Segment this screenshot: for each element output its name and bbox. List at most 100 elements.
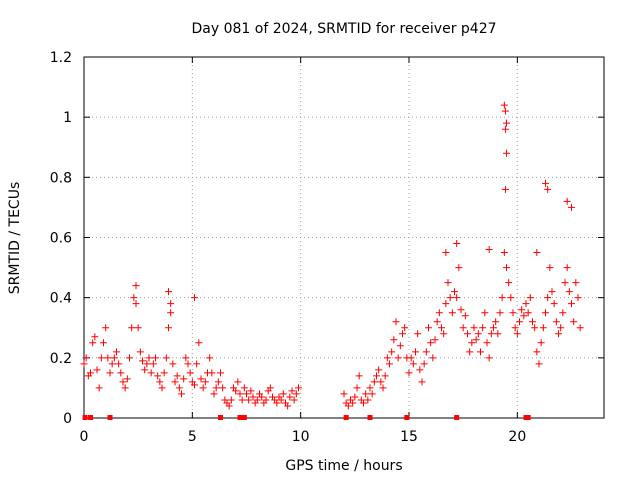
data-point: [396, 342, 404, 350]
data-point: [557, 324, 565, 332]
data-point: [507, 294, 515, 302]
data-point: [219, 384, 227, 392]
data-point: [110, 354, 118, 362]
zero-marker: [404, 415, 410, 420]
data-point: [234, 378, 242, 386]
data-point: [518, 306, 526, 314]
data-point: [427, 339, 435, 347]
data-point: [158, 384, 166, 392]
data-point: [435, 309, 443, 317]
data-point: [464, 330, 471, 338]
data-point: [141, 366, 149, 374]
data-point: [388, 348, 396, 356]
data-point: [290, 396, 298, 404]
data-point: [407, 354, 415, 362]
data-point: [210, 390, 218, 398]
data-point: [570, 318, 578, 326]
data-point: [82, 354, 90, 362]
data-point: [546, 264, 554, 272]
data-point: [498, 294, 506, 302]
data-point: [416, 366, 424, 374]
data-point: [286, 393, 294, 401]
data-point: [80, 360, 88, 368]
data-point: [132, 300, 140, 308]
data-point: [115, 360, 123, 368]
data-point: [351, 393, 359, 401]
x-axis-label: GPS time / hours: [285, 458, 402, 474]
data-point: [344, 402, 352, 410]
data-point: [121, 384, 129, 392]
data-point: [258, 393, 266, 401]
y-tick-label: 0: [63, 411, 72, 427]
data-point: [292, 390, 300, 398]
data-point: [409, 360, 417, 368]
data-point: [559, 309, 567, 317]
data-point: [468, 339, 476, 347]
data-point: [191, 294, 198, 302]
data-point: [236, 390, 244, 398]
data-point: [379, 384, 387, 392]
data-point: [167, 300, 175, 308]
data-point: [349, 399, 357, 407]
data-point: [169, 360, 177, 368]
data-point: [542, 179, 549, 187]
data-point: [212, 384, 220, 392]
data-point: [574, 294, 582, 302]
data-point: [576, 324, 584, 332]
data-point: [537, 339, 545, 347]
data-point: [485, 246, 493, 254]
y-tick-label: 1: [63, 110, 72, 126]
data-point: [548, 288, 556, 296]
data-point: [568, 300, 575, 308]
data-point: [542, 309, 549, 317]
data-point: [217, 369, 224, 377]
data-point: [425, 324, 432, 332]
data-point: [496, 309, 504, 317]
y-tick-label: 1.2: [50, 50, 72, 66]
data-point: [459, 324, 467, 332]
data-point: [422, 348, 430, 356]
data-point: [526, 294, 534, 302]
data-point: [123, 375, 131, 383]
data-point: [420, 360, 428, 368]
data-point: [145, 354, 153, 362]
data-point: [238, 396, 246, 404]
data-point: [295, 384, 302, 392]
data-point: [561, 279, 569, 287]
data-point: [197, 375, 205, 383]
data-point: [175, 384, 183, 392]
data-point: [247, 387, 255, 395]
data-point: [106, 369, 114, 377]
data-point: [520, 312, 528, 320]
data-point: [132, 282, 140, 290]
data-point: [277, 396, 285, 404]
x-tick-label: 20: [508, 429, 526, 445]
data-point: [368, 390, 376, 398]
data-point: [139, 357, 146, 365]
data-point: [186, 369, 194, 377]
data-point: [509, 309, 517, 317]
zero-marker: [88, 415, 93, 420]
data-point: [503, 119, 510, 127]
data-point: [199, 384, 207, 392]
data-point: [225, 402, 233, 410]
data-point: [524, 309, 532, 317]
data-point: [366, 384, 374, 392]
data-point: [511, 324, 519, 332]
data-point: [401, 324, 409, 332]
data-point: [414, 330, 422, 338]
data-point: [284, 402, 292, 410]
data-point: [477, 348, 484, 356]
data-point: [87, 369, 94, 377]
y-tick-label: 0.6: [50, 231, 72, 247]
data-point: [362, 390, 370, 398]
data-point: [412, 348, 419, 356]
data-point: [102, 324, 110, 332]
data-point: [253, 396, 261, 404]
data-point: [91, 333, 99, 341]
data-point: [167, 309, 175, 317]
zero-marker: [218, 415, 223, 420]
data-point: [481, 309, 489, 317]
zero-marker: [454, 415, 460, 420]
